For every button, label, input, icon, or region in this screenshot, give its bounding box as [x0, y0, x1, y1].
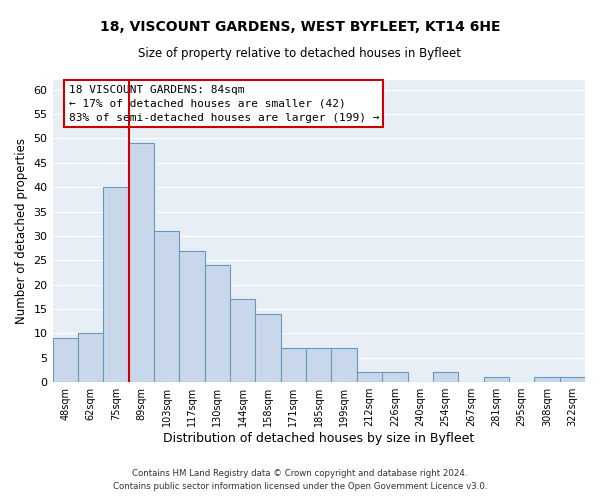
Y-axis label: Number of detached properties: Number of detached properties [15, 138, 28, 324]
Text: Contains HM Land Registry data © Crown copyright and database right 2024.: Contains HM Land Registry data © Crown c… [132, 468, 468, 477]
Bar [560, 378, 585, 382]
Text: Size of property relative to detached houses in Byfleet: Size of property relative to detached ho… [139, 48, 461, 60]
Bar [179, 250, 205, 382]
Text: 18 VISCOUNT GARDENS: 84sqm
← 17% of detached houses are smaller (42)
83% of semi: 18 VISCOUNT GARDENS: 84sqm ← 17% of deta… [68, 84, 379, 122]
Bar [484, 378, 509, 382]
Bar [256, 314, 281, 382]
Bar [154, 231, 179, 382]
Bar [53, 338, 78, 382]
Bar [433, 372, 458, 382]
Bar [230, 300, 256, 382]
Bar [306, 348, 331, 382]
Bar [357, 372, 382, 382]
Bar [281, 348, 306, 382]
Bar [78, 334, 103, 382]
Bar [128, 144, 154, 382]
Bar [534, 378, 560, 382]
Text: 18, VISCOUNT GARDENS, WEST BYFLEET, KT14 6HE: 18, VISCOUNT GARDENS, WEST BYFLEET, KT14… [100, 20, 500, 34]
Bar [205, 265, 230, 382]
Bar [331, 348, 357, 382]
Bar [103, 187, 128, 382]
X-axis label: Distribution of detached houses by size in Byfleet: Distribution of detached houses by size … [163, 432, 475, 445]
Bar [382, 372, 407, 382]
Text: Contains public sector information licensed under the Open Government Licence v3: Contains public sector information licen… [113, 482, 487, 491]
